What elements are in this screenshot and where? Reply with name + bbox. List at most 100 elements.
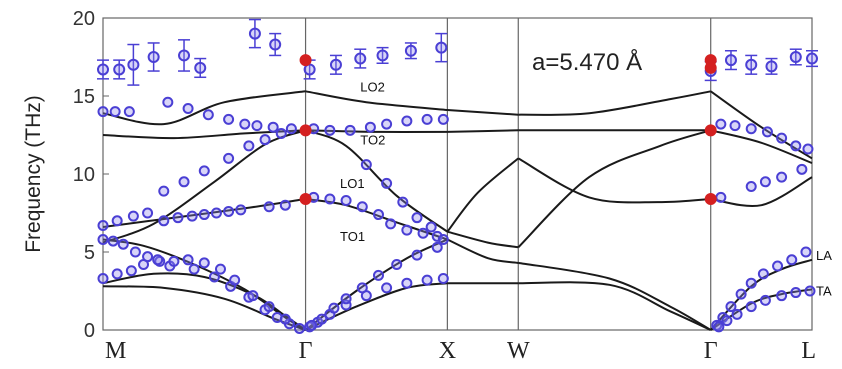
- errorbar-point-19: [806, 52, 818, 65]
- dispersion-branch-21: [517, 157, 711, 204]
- y-tick-label-0: 0: [84, 320, 95, 342]
- measured-point-13: [127, 210, 139, 222]
- errorbar-point-9: [329, 58, 342, 71]
- measured-point-20: [223, 205, 235, 217]
- measured-point-110: [776, 171, 788, 183]
- measured-point-127: [790, 287, 802, 299]
- errorbar-point-7: [269, 38, 282, 51]
- measured-point-32: [208, 271, 220, 283]
- gamma-point-5: [704, 124, 717, 137]
- measured-point-57: [259, 134, 271, 146]
- y-axis-label: Frequency (THz): [22, 95, 45, 253]
- dispersion-branch-13: [447, 109, 519, 116]
- errorbar-point-1: [113, 63, 126, 76]
- errorbar-point-10: [354, 52, 367, 65]
- dispersion-branch-25: [710, 90, 813, 160]
- measured-point-22: [263, 201, 275, 213]
- band-label-ta: TA: [816, 284, 832, 299]
- y-tick-label-10: 10: [73, 164, 95, 186]
- dispersion-branch-26: [710, 129, 813, 165]
- y-tick-label-20: 20: [73, 8, 95, 30]
- measured-point-123: [731, 308, 743, 320]
- measured-point-61: [344, 124, 356, 136]
- dispersion-branch-6: [102, 129, 306, 244]
- measured-point-39: [97, 273, 109, 285]
- measured-point-21: [235, 204, 247, 216]
- measured-point-87: [381, 282, 393, 294]
- measured-point-78: [397, 196, 409, 208]
- measured-points-group: [97, 96, 816, 334]
- measured-point-25: [107, 235, 119, 247]
- measured-point-56: [243, 140, 255, 152]
- measured-point-81: [437, 234, 449, 246]
- measured-point-8: [251, 120, 263, 132]
- measured-point-72: [385, 218, 397, 230]
- band-label-to1: TO1: [340, 229, 365, 244]
- gamma-point-2: [299, 192, 312, 205]
- measured-point-98: [411, 249, 423, 261]
- measured-point-121: [713, 321, 725, 333]
- measured-point-117: [757, 268, 769, 280]
- errorbar-point-12: [404, 44, 417, 57]
- measured-point-88: [401, 277, 413, 289]
- measured-point-7: [239, 118, 251, 130]
- measured-point-19: [210, 207, 222, 219]
- measured-point-48: [229, 274, 241, 286]
- measured-point-1: [109, 106, 121, 118]
- measured-point-10: [285, 123, 297, 135]
- measured-point-77: [381, 177, 393, 189]
- dispersion-branch-16: [447, 230, 519, 249]
- dispersion-branch-1: [102, 272, 307, 331]
- red-points-group: [299, 54, 717, 205]
- measured-point-105: [790, 140, 802, 152]
- errorbar-points-group: [97, 18, 818, 86]
- dispersion-branch-22: [517, 129, 711, 249]
- measured-point-92: [316, 313, 328, 325]
- measured-point-74: [417, 227, 429, 239]
- measured-point-118: [772, 260, 784, 272]
- measured-point-91: [306, 319, 318, 331]
- measured-point-14: [142, 207, 154, 219]
- measured-point-42: [138, 258, 150, 270]
- errorbar-point-2: [127, 58, 140, 71]
- measured-point-93: [328, 302, 340, 314]
- band-label-to2: TO2: [360, 132, 385, 147]
- measured-point-70: [356, 201, 368, 213]
- x-tick-label-0: M: [105, 338, 126, 364]
- measured-point-73: [401, 224, 413, 236]
- measured-point-109: [759, 176, 771, 188]
- measured-point-128: [804, 285, 816, 297]
- measured-point-108: [745, 180, 757, 192]
- measured-point-102: [745, 123, 757, 135]
- measured-point-12: [111, 215, 123, 227]
- measured-point-54: [198, 165, 210, 177]
- measured-point-64: [401, 115, 413, 127]
- measured-point-80: [425, 221, 437, 233]
- band-label-lo1: LO1: [340, 176, 365, 191]
- measured-point-101: [729, 120, 741, 132]
- measured-point-76: [360, 159, 372, 171]
- errorbar-point-0: [97, 63, 109, 76]
- measured-point-126: [776, 290, 788, 302]
- band-label-la: LA: [816, 248, 832, 263]
- measured-point-95: [356, 282, 368, 294]
- measured-point-6: [223, 113, 235, 125]
- errorbar-point-16: [745, 58, 758, 71]
- gamma-point-0: [299, 54, 312, 67]
- measured-point-111: [796, 163, 808, 175]
- measured-point-99: [431, 241, 443, 253]
- measured-point-3: [162, 96, 174, 108]
- measured-point-43: [152, 254, 164, 266]
- measured-point-97: [391, 258, 403, 270]
- dispersion-branch-3: [102, 198, 306, 228]
- measured-point-116: [745, 277, 757, 289]
- measured-point-27: [129, 246, 141, 258]
- dispersion-branch-8: [305, 282, 448, 331]
- measured-point-51: [279, 313, 291, 325]
- measured-point-52: [158, 185, 170, 197]
- errorbar-point-4: [178, 49, 191, 62]
- dispersion-branch-17: [446, 238, 519, 264]
- measured-point-46: [198, 257, 210, 269]
- measured-point-62: [364, 121, 376, 133]
- measured-point-5: [202, 109, 214, 121]
